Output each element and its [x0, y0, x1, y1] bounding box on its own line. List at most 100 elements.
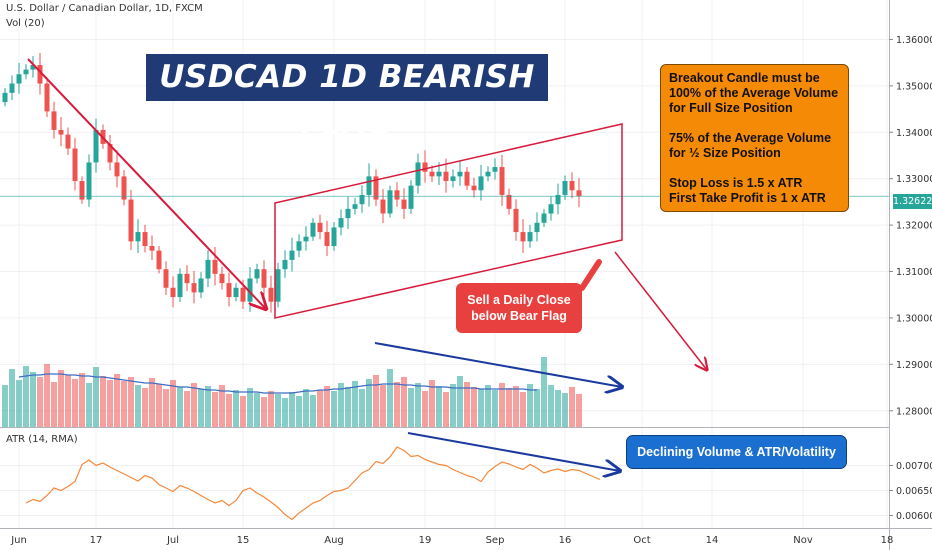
candle-body — [247, 278, 253, 302]
volume-ma-line — [18, 373, 537, 394]
volume-bar — [163, 389, 169, 427]
candle-body — [310, 222, 316, 237]
volume-bar — [471, 387, 477, 427]
volume-bar — [2, 385, 8, 427]
volume-bar — [310, 395, 316, 427]
time-tick-label: 15 — [237, 535, 250, 546]
candle-body — [471, 185, 477, 191]
volume-bar — [569, 387, 575, 427]
candle-body — [534, 222, 540, 233]
volume-bar — [86, 383, 92, 427]
volume-legend: Vol (20) — [6, 18, 45, 29]
candle-body — [233, 287, 239, 298]
candle-body — [226, 283, 232, 298]
volume-bar — [142, 388, 148, 427]
volume-bar — [247, 388, 253, 427]
volume-bar — [317, 390, 323, 427]
candle-body — [387, 190, 393, 214]
price-tick-label: 1.29000 — [896, 360, 932, 371]
trading-rules-note: Breakout Candle must be 100% of the Avera… — [660, 64, 849, 212]
volume-bar — [121, 381, 127, 427]
time-tick-label: 17 — [90, 535, 103, 546]
time-tick-label: Jun — [10, 535, 27, 546]
price-tick-label: 1.30000 — [896, 313, 932, 324]
volume-bar — [289, 392, 295, 427]
time-tick-label: 16 — [559, 535, 572, 546]
atr-tick-label: 0.00600 — [896, 511, 932, 522]
candle-body — [128, 199, 134, 242]
time-tick-label: Aug — [324, 535, 344, 546]
volume-bar — [380, 385, 386, 427]
volume-bar — [352, 381, 358, 427]
volume-bar — [205, 386, 211, 427]
volume-bar — [58, 370, 64, 427]
volume-bar — [184, 391, 190, 427]
atr-legend: ATR (14, RMA) — [6, 434, 78, 445]
candle-body — [37, 64, 43, 84]
candle-body — [44, 83, 50, 112]
volume-bar — [254, 393, 260, 427]
volume-bar — [198, 389, 204, 427]
volume-bar — [373, 375, 379, 427]
volume-bar — [79, 373, 85, 427]
volume-bar — [534, 389, 540, 427]
candle-body — [156, 250, 162, 270]
volume-bars — [2, 357, 582, 427]
breakdown-projection-arrow — [614, 251, 707, 370]
volume-bar — [338, 383, 344, 427]
candle-body — [394, 190, 400, 200]
volume-bar — [576, 394, 582, 427]
candle-body — [415, 162, 421, 186]
volume-bar — [9, 369, 15, 427]
time-tick-label: 18 — [881, 535, 894, 546]
candle-body — [324, 232, 330, 246]
candle-body — [345, 208, 351, 219]
volume-bar — [513, 386, 519, 427]
volume-bar — [520, 392, 526, 427]
volume-bar — [226, 394, 232, 427]
candle-body — [163, 269, 169, 288]
volume-bar — [72, 379, 78, 427]
volume-bar — [485, 385, 491, 427]
candle-body — [296, 241, 302, 251]
candle-body — [492, 167, 498, 172]
candle-body — [65, 134, 71, 149]
price-tick-label: 1.32000 — [896, 221, 932, 232]
candle-body — [380, 199, 386, 214]
candle-body — [457, 171, 463, 177]
candle-body — [149, 245, 155, 251]
candle-body — [513, 208, 519, 233]
candle-body — [114, 162, 120, 177]
candle-body — [282, 259, 288, 270]
volume-bar — [16, 380, 22, 427]
chart-title-banner: USDCAD 1D BEARISH FLAG — [146, 54, 548, 142]
volume-bar — [359, 389, 365, 427]
candle-body — [205, 259, 211, 279]
declining-volume-note: Declining Volume & ATR/Volatility — [626, 435, 847, 469]
volume-bar — [114, 374, 120, 427]
volume-bar — [212, 392, 218, 427]
candle-body — [170, 287, 176, 298]
time-tick-label: Oct — [633, 535, 650, 546]
time-tick-label: 14 — [706, 535, 719, 546]
bear-flag-channel — [274, 123, 623, 319]
atr-series — [25, 446, 601, 521]
candle-body — [268, 287, 274, 302]
volume-bar — [450, 384, 456, 427]
volume-bar — [149, 378, 155, 427]
volume-bar — [478, 389, 484, 427]
volume-bar — [107, 380, 113, 427]
candle-body — [212, 259, 218, 274]
rule-full-size: Breakout Candle must be 100% of the Avera… — [669, 71, 839, 115]
price-tick-label: 1.34000 — [896, 128, 932, 139]
volume-bar — [156, 384, 162, 427]
volume-bar — [240, 396, 246, 427]
volume-bar — [415, 383, 421, 427]
candlesticks — [0, 52, 889, 313]
candle-body — [107, 143, 113, 163]
volume-bar — [457, 376, 463, 427]
candle-body — [93, 129, 99, 163]
volume-bar — [436, 386, 442, 427]
volume-bar — [324, 386, 330, 427]
